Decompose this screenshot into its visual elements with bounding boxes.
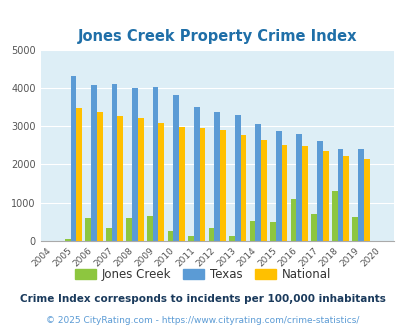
Bar [188, 236, 193, 241]
Bar [193, 107, 199, 241]
Title: Jones Creek Property Crime Index: Jones Creek Property Crime Index [77, 29, 356, 44]
Bar [357, 149, 363, 241]
Bar [179, 127, 184, 241]
Bar [290, 199, 296, 241]
Bar [337, 149, 343, 241]
Bar [91, 85, 97, 241]
Bar [275, 131, 281, 241]
Bar [301, 146, 307, 241]
Bar [117, 116, 123, 241]
Bar [343, 156, 348, 241]
Bar [322, 151, 328, 241]
Bar [311, 214, 316, 241]
Bar [363, 159, 369, 241]
Bar [228, 236, 234, 241]
Bar [296, 135, 301, 241]
Bar [132, 88, 138, 241]
Bar [85, 218, 91, 241]
Bar [76, 109, 82, 241]
Bar [249, 221, 255, 241]
Bar [167, 231, 173, 241]
Bar [260, 140, 266, 241]
Bar [106, 227, 111, 241]
Bar [214, 112, 220, 241]
Bar [234, 115, 240, 241]
Bar [111, 84, 117, 241]
Bar [152, 87, 158, 241]
Bar [199, 128, 205, 241]
Bar [97, 112, 102, 241]
Bar [65, 239, 70, 241]
Bar [138, 117, 143, 241]
Bar [240, 135, 246, 241]
Bar [208, 227, 214, 241]
Text: © 2025 CityRating.com - https://www.cityrating.com/crime-statistics/: © 2025 CityRating.com - https://www.city… [46, 316, 359, 325]
Bar [158, 123, 164, 241]
Bar [255, 124, 260, 241]
Bar [269, 222, 275, 241]
Bar [173, 95, 179, 241]
Bar [352, 217, 357, 241]
Bar [70, 76, 76, 241]
Bar [331, 191, 337, 241]
Bar [316, 141, 322, 241]
Legend: Jones Creek, Texas, National: Jones Creek, Texas, National [70, 263, 335, 286]
Bar [126, 218, 132, 241]
Bar [147, 216, 152, 241]
Bar [281, 145, 287, 241]
Bar [220, 130, 225, 241]
Text: Crime Index corresponds to incidents per 100,000 inhabitants: Crime Index corresponds to incidents per… [20, 294, 385, 304]
